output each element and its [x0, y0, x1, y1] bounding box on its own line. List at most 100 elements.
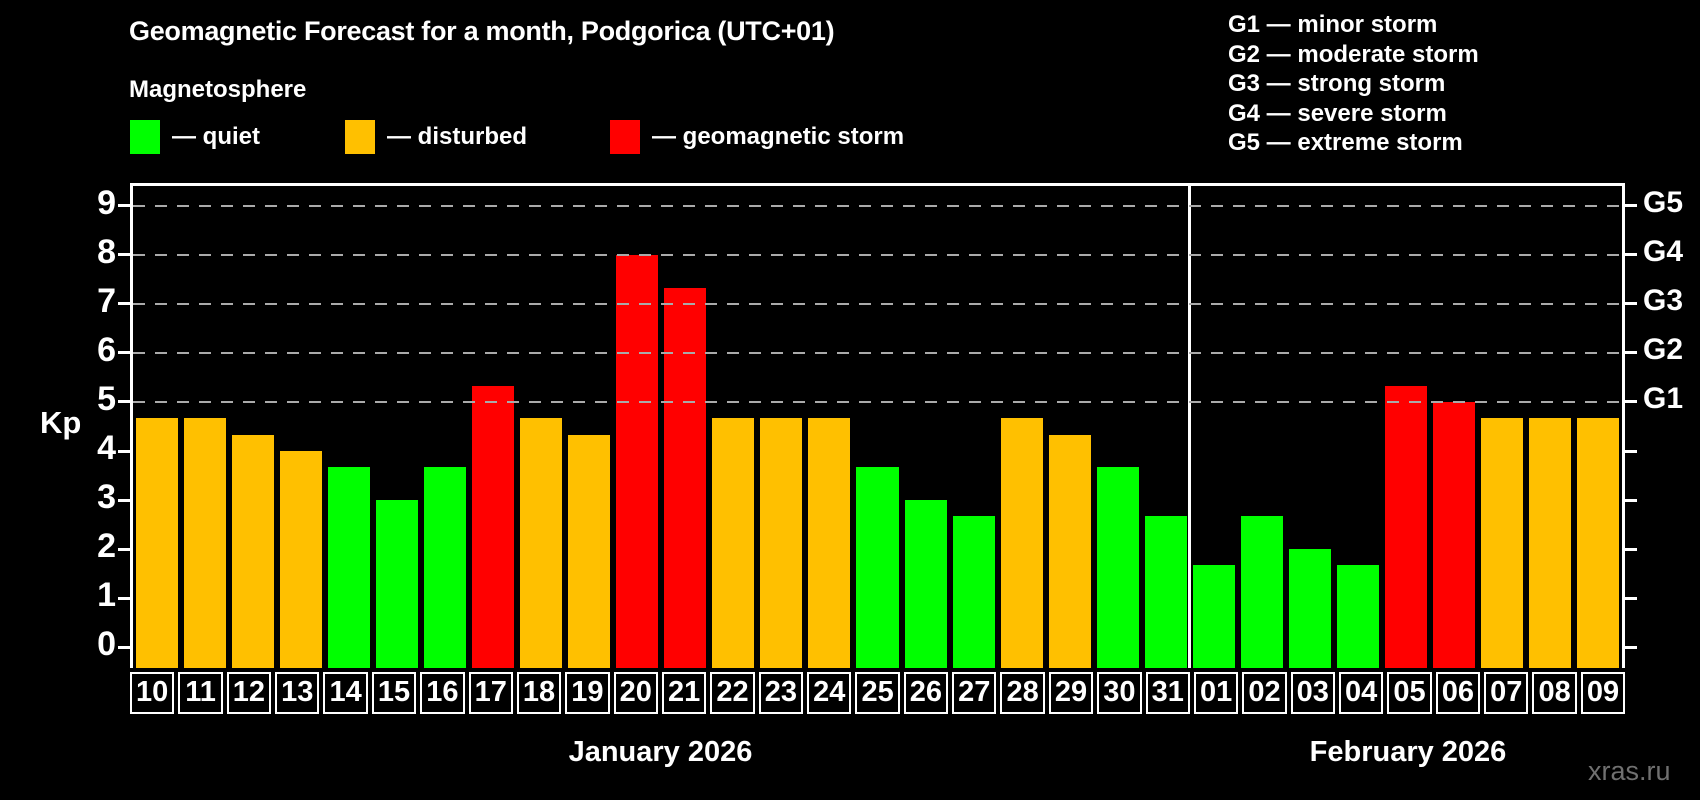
bar-column	[1526, 186, 1574, 668]
kp-bar-18	[520, 418, 563, 668]
day-label-29: 29	[1048, 672, 1094, 714]
bar-column	[1046, 186, 1094, 668]
day-label-08: 08	[1532, 672, 1577, 714]
kp-bar-05	[1384, 385, 1427, 668]
kp-bar-25	[856, 467, 899, 668]
legend-item-disturbed: — disturbed	[345, 119, 527, 155]
day-label-27: 27	[952, 672, 997, 714]
legend-item-storm: — geomagnetic storm	[610, 119, 904, 155]
bar-column	[373, 186, 421, 668]
left-axis-tick-9	[118, 204, 130, 208]
storm-swatch	[610, 120, 640, 154]
kp-bar-17	[472, 385, 515, 668]
day-label-23: 23	[758, 672, 804, 714]
left-axis-tick-3	[118, 498, 130, 502]
day-label-13: 13	[275, 672, 320, 714]
kp-bar-26	[904, 500, 947, 668]
kp-bar-21	[664, 287, 707, 668]
left-axis-tick-1	[118, 596, 130, 600]
left-axis-tick-6	[118, 351, 130, 355]
g-level-label-g2: G2	[1643, 332, 1684, 366]
right-axis-tick-0	[1625, 645, 1637, 649]
kp-bar-24	[808, 418, 851, 668]
chart-title: Geomagnetic Forecast for a month, Podgor…	[129, 16, 835, 46]
kp-bar-31	[1144, 516, 1187, 668]
left-axis-tick-7	[118, 302, 130, 306]
day-label-17: 17	[468, 672, 513, 714]
g-legend-line-4: G4 — severe storm	[1228, 99, 1447, 127]
day-label-12: 12	[226, 672, 272, 714]
month-labels: January 2026 February 2026	[130, 736, 1625, 769]
g-legend-line-5: G5 — extreme storm	[1228, 129, 1463, 157]
y-tick-label-3: 3	[97, 478, 116, 517]
g-level-label-g3: G3	[1643, 283, 1684, 317]
gridline-kp9	[133, 204, 1622, 207]
bar-column	[517, 186, 565, 668]
bar-column	[229, 186, 277, 668]
kp-bar-28	[1000, 418, 1043, 668]
g-legend-line-2: G2 — moderate storm	[1228, 40, 1479, 68]
kp-bar-08	[1528, 418, 1571, 668]
right-axis-tick-5	[1625, 400, 1637, 404]
kp-bar-15	[376, 500, 419, 668]
bar-column	[709, 186, 757, 668]
day-label-31: 31	[1145, 672, 1190, 714]
y-axis-tick-labels: 0 1 2 3 4 5 6 7 8 9	[58, 183, 116, 665]
left-axis-tick-8	[118, 253, 130, 257]
day-label-03: 03	[1290, 672, 1335, 714]
day-label-15: 15	[371, 672, 417, 714]
bar-column	[1190, 186, 1238, 668]
legend-item-quiet: — quiet	[130, 119, 260, 155]
day-label-10: 10	[130, 672, 175, 714]
g-legend-line-3: G3 — strong storm	[1228, 70, 1446, 98]
legend-label-storm: — geomagnetic storm	[652, 123, 905, 150]
y-tick-label-1: 1	[97, 576, 116, 615]
day-label-21: 21	[661, 672, 707, 714]
kp-bar-10	[136, 418, 179, 668]
kp-bar-12	[232, 434, 275, 668]
y-tick-label-9: 9	[97, 183, 116, 222]
day-label-16: 16	[420, 672, 465, 714]
day-label-20: 20	[613, 672, 658, 714]
right-axis-tick-9	[1625, 204, 1637, 208]
bar-column	[1382, 186, 1430, 668]
kp-bar-06	[1432, 401, 1475, 668]
month-label: February 2026	[1309, 736, 1507, 768]
bar-column	[469, 186, 517, 668]
month-separator-line	[1188, 186, 1192, 668]
watermark-xras: xras.ru	[1588, 756, 1671, 786]
bar-column	[1574, 186, 1622, 668]
day-label-09: 09	[1580, 672, 1626, 714]
kp-bar-01	[1192, 565, 1235, 668]
bar-column	[950, 186, 998, 668]
day-axis: 10 11 12 13 14 15 16 17 18 19 20 21 22 23 24 25 26 27 28 29…	[130, 672, 1626, 714]
g-level-label-g1: G1	[1643, 381, 1684, 415]
month-label: January 2026	[568, 736, 753, 768]
kp-bar-03	[1288, 549, 1331, 668]
right-axis-tick-1	[1625, 596, 1637, 600]
bar-column	[1238, 186, 1286, 668]
right-axis-tick-7	[1625, 302, 1637, 306]
day-label-24: 24	[807, 672, 852, 714]
kp-bar-20	[616, 254, 659, 668]
bar-column	[421, 186, 469, 668]
bar-column	[1286, 186, 1334, 668]
y-axis-title: Kp	[40, 405, 82, 440]
left-axis-tick-0	[118, 645, 130, 649]
bar-column	[853, 186, 901, 668]
y-tick-label-2: 2	[97, 527, 116, 566]
kp-bar-11	[184, 418, 227, 668]
bar-column	[1478, 186, 1526, 668]
bar-column	[277, 186, 325, 668]
y-tick-label-5: 5	[97, 379, 116, 418]
y-tick-label-0: 0	[97, 625, 116, 664]
bar-column	[805, 186, 853, 668]
right-axis-tick-4	[1625, 449, 1637, 453]
disturbed-swatch	[345, 120, 375, 154]
legend-label-quiet: — quiet	[172, 123, 260, 150]
day-label-14: 14	[323, 672, 368, 714]
day-label-30: 30	[1097, 672, 1142, 714]
right-axis-tick-2	[1625, 547, 1637, 551]
gridline-kp7	[133, 302, 1622, 305]
left-axis-tick-4	[118, 449, 130, 453]
